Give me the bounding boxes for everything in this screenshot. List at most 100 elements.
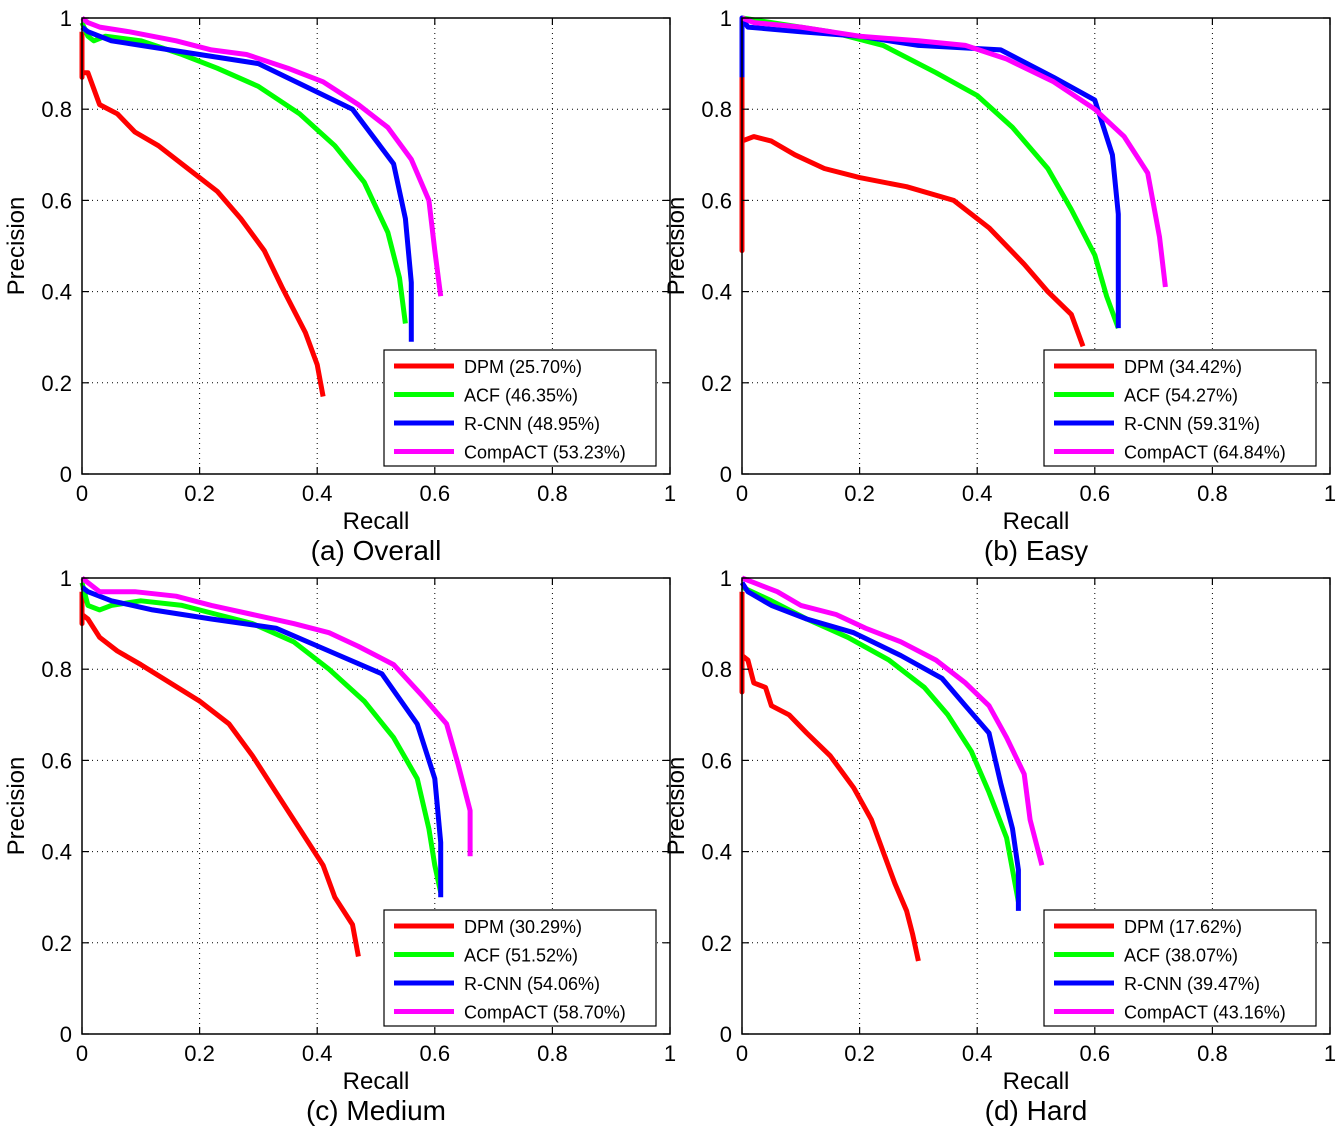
legend-label: CompACT (64.84%): [1124, 443, 1286, 463]
axes-frame: [81, 17, 671, 475]
axes-frame: [81, 577, 671, 1035]
y-tick-label: 0: [720, 1022, 732, 1047]
panel-caption: (b) Easy: [984, 535, 1088, 566]
y-tick-label: 1: [720, 6, 732, 31]
legend-label: ACF (38.07%): [1124, 946, 1238, 966]
axes-frame: [741, 577, 1331, 1035]
x-tick-label: 0.2: [844, 1041, 875, 1066]
x-axis-label: Recall: [343, 508, 410, 535]
x-axis-label: Recall: [1003, 1068, 1070, 1095]
x-axis-label: Recall: [343, 1068, 410, 1095]
x-tick-label: 0.8: [537, 1041, 568, 1066]
series-line-r-cnn: [80, 25, 414, 342]
y-tick-label: 0.6: [701, 188, 732, 213]
y-tick-label: 0.2: [701, 371, 732, 396]
y-tick-label: 0.8: [701, 657, 732, 682]
series-line-compact: [741, 15, 1168, 288]
legend-label: R-CNN (48.95%): [464, 414, 600, 434]
y-tick-label: 0.4: [701, 280, 732, 305]
x-tick-label: 0.6: [1080, 1041, 1111, 1066]
y-axis-label: Precision: [663, 197, 690, 296]
axes-frame: [741, 17, 1331, 475]
legend-label: CompACT (58.70%): [464, 1003, 626, 1023]
x-axis-label: Recall: [1003, 508, 1070, 535]
panel-caption: (c) Medium: [306, 1095, 446, 1126]
x-tick-label: 0.8: [1197, 1041, 1228, 1066]
legend-label: DPM (25.70%): [464, 357, 582, 377]
y-tick-label: 0.8: [41, 657, 72, 682]
panel-caption: (a) Overall: [311, 535, 442, 566]
legend-label: R-CNN (39.47%): [1124, 974, 1260, 994]
x-tick-label: 1: [1324, 1041, 1336, 1066]
legend-label: R-CNN (54.06%): [464, 974, 600, 994]
series-line-dpm: [739, 591, 921, 962]
y-tick-label: 0.6: [41, 188, 72, 213]
x-tick-label: 0.2: [184, 1041, 215, 1066]
x-tick-label: 0.2: [184, 481, 215, 506]
panel-2: 0 0.2 0.4 0.6 0.8 1 0 0.2 0.4 0.6 0.8 1 Recall Precis…: [663, 6, 1336, 566]
y-tick-label: 1: [720, 566, 732, 591]
x-tick-label: 0: [76, 1041, 88, 1066]
legend-box: [383, 349, 657, 467]
y-tick-label: 0.4: [41, 280, 72, 305]
y-tick-label: 0.6: [701, 748, 732, 773]
y-tick-label: 0.6: [41, 748, 72, 773]
x-tick-label: 0: [736, 1041, 748, 1066]
legend-box: [1043, 909, 1317, 1027]
legend-label: R-CNN (59.31%): [1124, 414, 1260, 434]
legend-label: CompACT (43.16%): [1124, 1003, 1286, 1023]
legend-label: ACF (46.35%): [464, 386, 578, 406]
y-tick-label: 0: [720, 462, 732, 487]
legend: DPM (30.29%) ACF (51.52%) R-CNN (54.06%) Co…: [383, 909, 657, 1027]
series-line-compact: [80, 16, 444, 297]
legend-label: DPM (17.62%): [1124, 917, 1242, 937]
y-tick-label: 0.2: [701, 931, 732, 956]
y-tick-label: 0.2: [41, 931, 72, 956]
x-tick-label: 0.4: [302, 1041, 333, 1066]
legend-box: [383, 909, 657, 1027]
legend-label: DPM (34.42%): [1124, 357, 1242, 377]
series-line-r-cnn: [80, 585, 444, 898]
y-tick-label: 0.4: [41, 840, 72, 865]
legend: DPM (17.62%) ACF (38.07%) R-CNN (39.47%) Co…: [1043, 909, 1317, 1027]
x-tick-label: 0.6: [420, 481, 451, 506]
x-tick-label: 0.6: [1080, 481, 1111, 506]
x-tick-label: 0: [736, 481, 748, 506]
y-tick-label: 1: [60, 6, 72, 31]
series-line-acf: [79, 581, 444, 894]
y-tick-label: 0: [60, 1022, 72, 1047]
legend-box: [1043, 349, 1317, 467]
y-tick-label: 0.8: [701, 97, 732, 122]
x-tick-label: 0.8: [537, 481, 568, 506]
legend-label: CompACT (53.23%): [464, 443, 626, 463]
x-tick-label: 1: [1324, 481, 1336, 506]
legend: DPM (25.70%) ACF (46.35%) R-CNN (48.95%) Co…: [383, 349, 657, 467]
panel-3: 0 0.2 0.4 0.6 0.8 1 0 0.2 0.4 0.6 0.8 1 Recall Precis…: [3, 566, 676, 1126]
y-tick-label: 0.8: [41, 97, 72, 122]
x-tick-label: 0.4: [962, 481, 993, 506]
x-tick-label: 0.6: [420, 1041, 451, 1066]
series-line-acf: [79, 21, 408, 324]
legend-label: ACF (51.52%): [464, 946, 578, 966]
x-tick-label: 1: [664, 481, 676, 506]
panel-4: 0 0.2 0.4 0.6 0.8 1 0 0.2 0.4 0.6 0.8 1 Recall Precis…: [663, 566, 1336, 1126]
y-axis-label: Precision: [663, 757, 690, 856]
panel-1: 0 0.2 0.4 0.6 0.8 1 0 0.2 0.4 0.6 0.8 1 Recall Precis…: [3, 6, 676, 566]
series-line-r-cnn: [739, 581, 1021, 911]
legend: DPM (34.42%) ACF (54.27%) R-CNN (59.31%) Co…: [1043, 349, 1317, 467]
y-tick-label: 0: [60, 462, 72, 487]
y-tick-label: 1: [60, 566, 72, 591]
series-line-compact: [80, 576, 473, 857]
x-tick-label: 0.2: [844, 481, 875, 506]
x-tick-label: 0.4: [962, 1041, 993, 1066]
y-tick-label: 0.2: [41, 371, 72, 396]
x-tick-label: 0: [76, 481, 88, 506]
x-tick-label: 0.8: [1197, 481, 1228, 506]
x-tick-label: 1: [664, 1041, 676, 1066]
y-axis-label: Precision: [3, 197, 30, 296]
series-line-dpm: [79, 31, 326, 397]
series-line-dpm: [79, 591, 361, 957]
x-tick-label: 0.4: [302, 481, 333, 506]
